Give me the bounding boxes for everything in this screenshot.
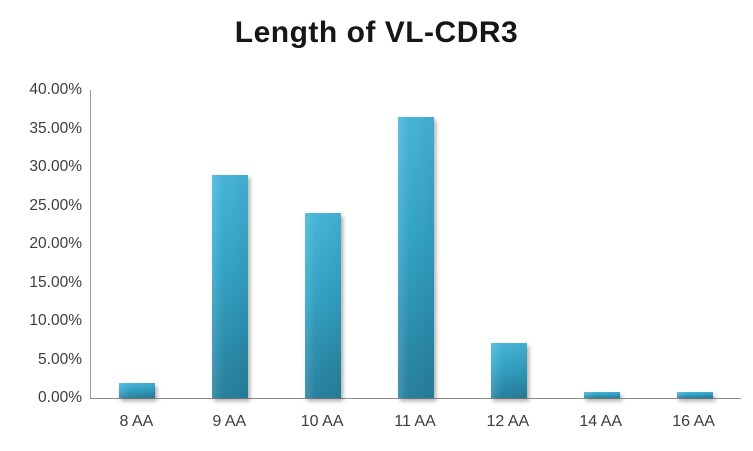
y-tick-label: 15.00%: [29, 273, 82, 291]
chart-title: Length of VL-CDR3: [234, 16, 519, 49]
bar-16-aa: [676, 392, 713, 398]
x-tick-label: 8 AA: [119, 413, 154, 430]
bar-11-aa: [398, 117, 434, 398]
bar-14-aa: [583, 392, 620, 398]
y-tick-label: 20.00%: [29, 235, 82, 252]
bar-8-aa: [119, 383, 156, 398]
x-tick-label: 10 AA: [300, 413, 344, 430]
y-tick-label: 40.00%: [29, 81, 82, 98]
bar-10-aa: [305, 213, 342, 398]
plot-area: [90, 90, 741, 399]
y-tick-label: 25.00%: [29, 196, 82, 214]
bar-12-aa: [490, 343, 527, 398]
y-tick-label: 35.00%: [29, 119, 82, 137]
y-tick-label: 30.00%: [29, 158, 82, 175]
x-axis-tick-labels: 8 AA 9 AA 10 AA 11 AA 12 AA 14 AA 16 AA: [90, 406, 740, 432]
x-tick-label: 12 AA: [486, 413, 530, 430]
y-tick-label: 0.00%: [38, 389, 82, 406]
x-tick-label: 11 AA: [394, 413, 436, 430]
x-tick-label: 9 AA: [212, 413, 247, 430]
y-tick-label: 10.00%: [29, 312, 82, 329]
x-tick-label: 14 AA: [579, 413, 623, 430]
bar-9-aa: [212, 175, 249, 398]
x-tick-label: 16 AA: [672, 413, 715, 430]
y-tick-label: 5.00%: [38, 350, 82, 368]
y-axis-tick-labels: 0.00% 5.00% 10.00% 15.00% 20.00% 25.00% 30.00%…: [0, 81, 82, 406]
